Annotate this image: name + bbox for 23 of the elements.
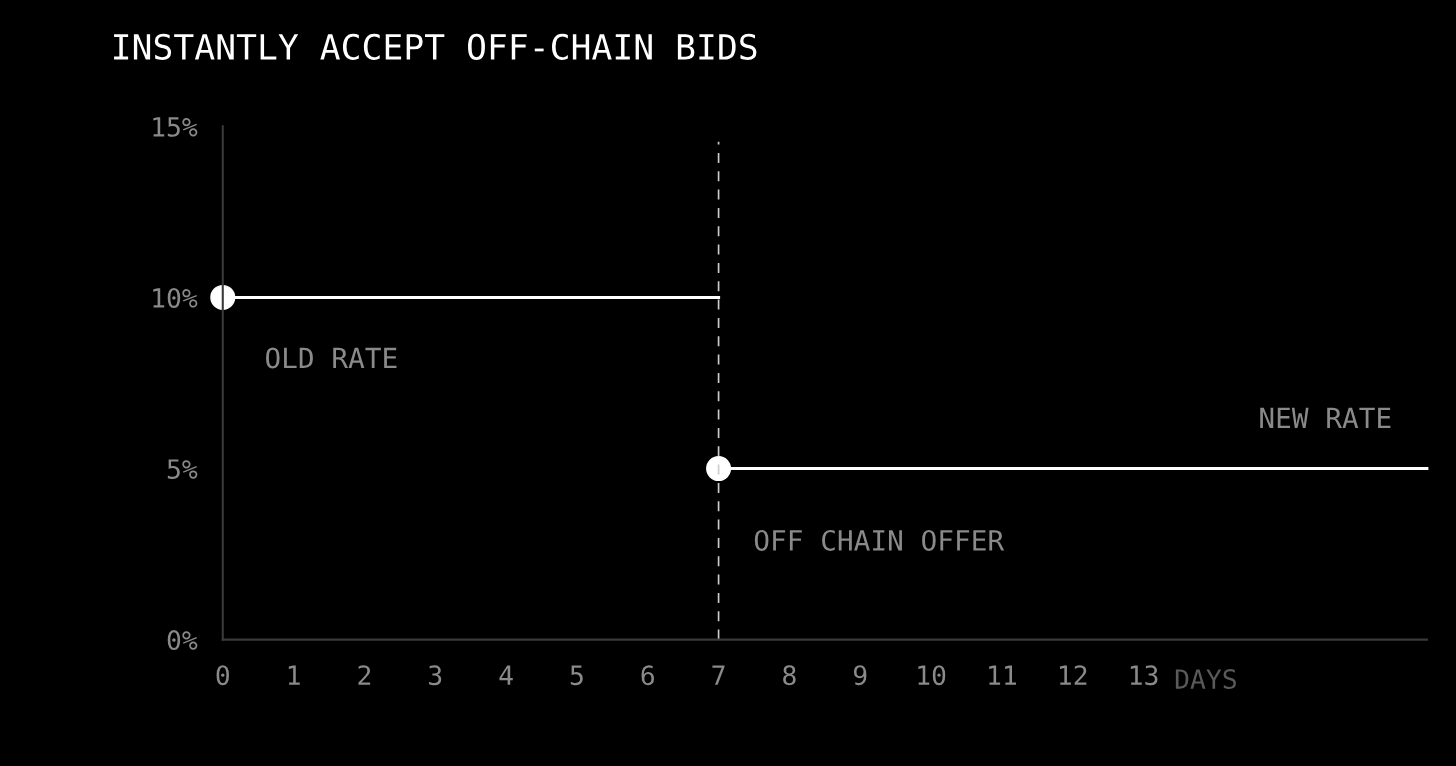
x-tick-label: 13 [1130,665,1158,686]
y-tick-label: 0% [167,630,198,651]
x-tick-label: 11 [989,665,1016,685]
ref-line-label: OFF CHAIN OFFER [754,529,1005,551]
x-tick-label: 8 [783,665,796,686]
x-tick-label: 4 [499,665,513,685]
x-tick-label: 12 [1060,665,1087,685]
x-tick-label: 3 [429,665,442,686]
chart-title: INSTANTLY ACCEPT OFF-CHAIN BIDS [114,33,757,60]
series-label: NEW RATE [1260,407,1391,429]
series-label: OLD RATE [266,347,397,369]
x-tick-label: 6 [641,665,654,686]
x-tick-label: 5 [570,665,583,686]
y-tick-label: 15% [153,117,198,137]
x-axis-title: DAYS [1175,669,1236,689]
y-tick-label: 5% [167,459,198,480]
x-tick-label: 9 [853,665,867,686]
x-tick-label: 10 [918,665,946,686]
x-tick-label: 0 [216,665,229,686]
x-tick-label: 7 [712,665,725,685]
y-tick-label: 10% [153,287,198,308]
x-tick-label: 2 [358,665,371,685]
x-tick-label: 1 [288,665,300,685]
